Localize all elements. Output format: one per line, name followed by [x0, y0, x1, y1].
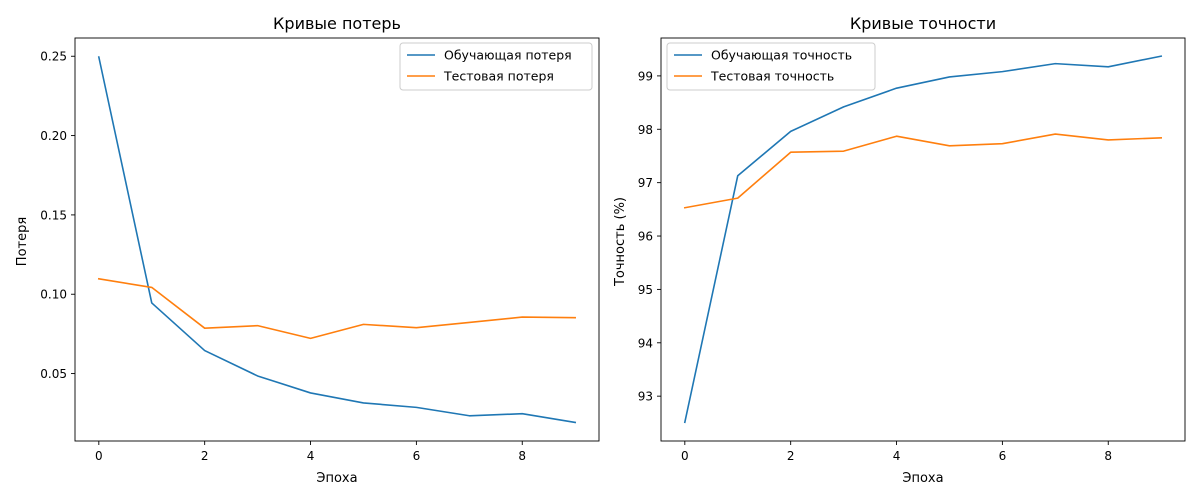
accuracy-chart: Кривые точности Эпоха Точность (%) 0 2 4 6 8…	[613, 14, 1186, 486]
loss-x-tick-label: 4	[307, 449, 315, 463]
accuracy-legend: Обучающая точность Тестовая точность	[666, 42, 876, 91]
accuracy-y-tick-label: 94	[638, 336, 653, 350]
accuracy-y-tick-label: 99	[638, 69, 653, 83]
accuracy-chart-ylabel: Точность (%)	[613, 197, 628, 287]
accuracy-y-tick-label: 96	[638, 230, 653, 244]
accuracy-legend-label-1: Тестовая точность	[710, 69, 834, 84]
accuracy-y-tick-label: 98	[638, 123, 653, 137]
accuracy-x-tick-label: 6	[999, 449, 1007, 463]
loss-chart-title: Кривые потерь	[273, 14, 401, 33]
loss-legend-box	[399, 42, 593, 91]
loss-legend: Обучающая потеря Тестовая потеря	[399, 42, 593, 91]
loss-y-tick-label: 0.10	[40, 288, 67, 302]
loss-chart-xlabel: Эпоха	[316, 471, 357, 486]
loss-x-tick-label: 8	[518, 449, 526, 463]
loss-chart-ylabel: Потеря	[15, 217, 30, 266]
accuracy-series-line-1	[683, 133, 1163, 209]
accuracy-x-tick-label: 0	[681, 449, 689, 463]
loss-y-tick-label: 0.25	[40, 50, 67, 64]
accuracy-axes-frame	[660, 37, 1186, 442]
accuracy-y-tick-label: 95	[638, 283, 653, 297]
loss-legend-label-0: Обучающая потеря	[444, 48, 572, 63]
accuracy-x-tick-label: 8	[1104, 449, 1112, 463]
accuracy-chart-title: Кривые точности	[850, 14, 996, 33]
loss-legend-label-1: Тестовая потеря	[443, 69, 554, 84]
loss-y-tick-label: 0.20	[40, 129, 67, 143]
accuracy-series-line-0	[683, 55, 1163, 424]
accuracy-legend-box	[666, 42, 876, 91]
loss-x-tick-label: 2	[201, 449, 209, 463]
accuracy-y-tick-label: 93	[638, 390, 653, 404]
loss-x-tick-label: 0	[95, 449, 103, 463]
loss-y-tick-label: 0.15	[40, 208, 67, 222]
accuracy-x-tick-label: 2	[787, 449, 795, 463]
accuracy-chart-xlabel: Эпоха	[902, 471, 943, 486]
loss-chart: Кривые потерь Эпоха Потеря 0 2 4 6 8 0.05 0.10…	[15, 14, 600, 486]
accuracy-x-tick-label: 4	[893, 449, 901, 463]
loss-axes-frame	[74, 37, 600, 442]
accuracy-legend-label-0: Обучающая точность	[711, 48, 852, 63]
accuracy-y-tick-label: 97	[638, 176, 653, 190]
loss-series-line-0	[97, 56, 577, 424]
loss-x-tick-label: 6	[413, 449, 421, 463]
loss-y-tick-label: 0.05	[40, 367, 67, 381]
loss-series-line-1	[97, 277, 576, 340]
